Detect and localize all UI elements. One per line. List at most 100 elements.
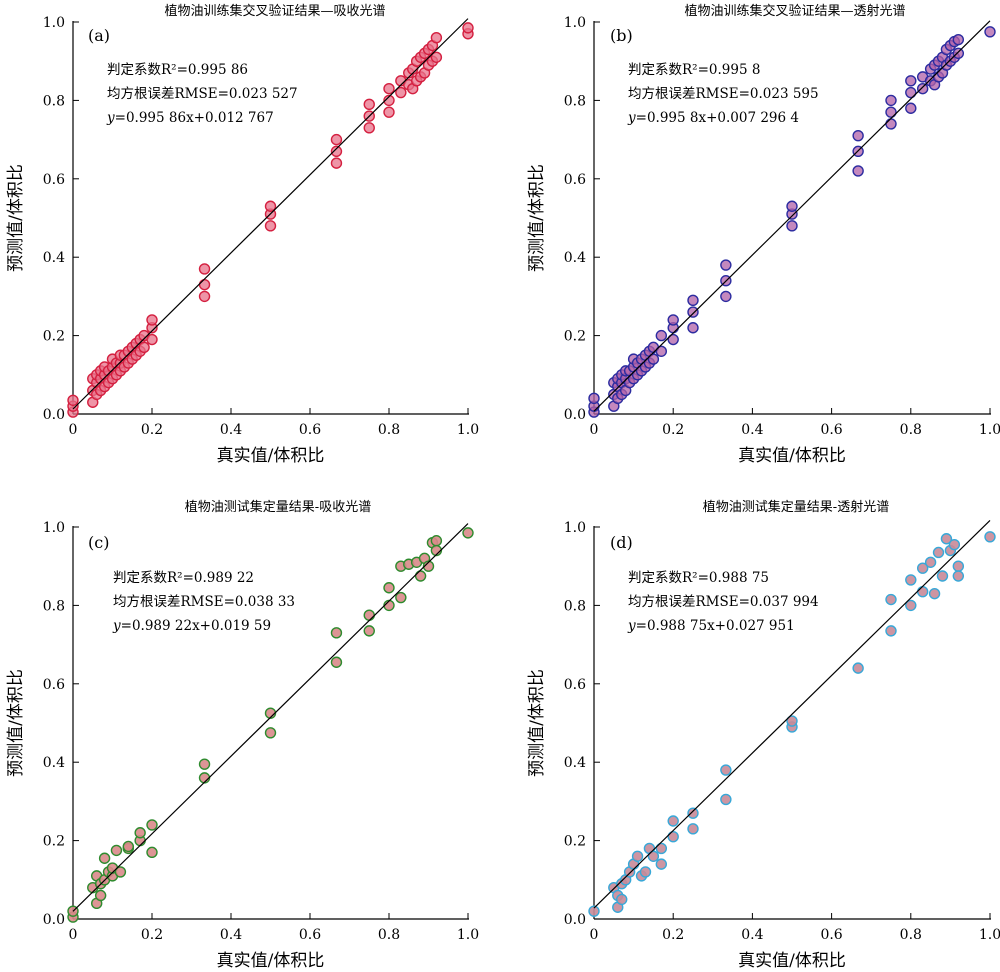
r2-value: 0.995 8 [709,62,761,78]
y-axis-label: 预测值/体积比 [6,669,26,777]
rmse-label: 均方根误差RMSE= [628,594,750,610]
data-point [588,905,600,917]
rmse-stat: 均方根误差RMSE=0.023 527 [107,86,298,102]
data-point [948,538,961,551]
y-tick-label: 0.2 [43,834,65,850]
data-point [720,259,732,271]
r2-stat: 判定系数R²=0.995 8 [628,62,760,78]
data-point [852,165,864,177]
data-point [430,31,443,44]
fit-line [72,523,469,912]
x-tick-label: 0 [69,422,78,438]
chart-panel-c: 植物油测试集定量结果-吸收光谱 0 0.2 0.4 0.6 0.8 1.0 0.0 0.2 0.4… [6,499,479,971]
data-point [720,793,732,806]
data-point [146,314,158,326]
data-point [687,306,699,318]
data-point [687,807,699,819]
fit-line [593,520,991,909]
chart-title: 植物油训练集交叉验证结果—透射光谱 [684,3,905,19]
data-point [852,129,864,142]
y-tick-label: 0.8 [564,93,586,109]
data-point [647,850,660,862]
x-tick-label: 0.2 [141,422,163,438]
data-point [940,533,953,545]
x-tick-label: 0.2 [662,927,684,943]
y-tick-label: 0.0 [564,912,586,928]
data-point [146,819,158,831]
data-point [138,341,150,354]
data-point [383,94,395,107]
y-tick-label: 0.2 [564,329,586,345]
data-point [264,200,277,212]
panel-label: (b) [610,26,633,45]
chart-panel-d: 植物油测试集定量结果-透射光谱 0 0.2 0.4 0.6 0.8 1.0 0.0 0.2 0.4… [527,499,1000,971]
data-point [363,625,375,637]
data-point [198,263,211,275]
data-points [67,527,474,923]
data-point [786,715,798,727]
fit-line [593,20,991,412]
data-point [264,220,277,232]
data-point [134,827,146,839]
y-axis-label: 预测值/体积比 [527,669,547,777]
r2-stat: 判定系数R²=0.989 22 [113,570,254,586]
data-point [67,394,79,406]
rmse-stat: 均方根误差RMSE=0.037 994 [628,594,819,610]
x-tick-label: 0.6 [299,422,321,438]
data-point [363,98,375,111]
data-point [114,866,127,878]
y-tick-label: 1.0 [43,15,65,31]
x-tick-label: 0.6 [820,927,842,943]
x-tick-label: 0 [590,422,599,438]
r2-value: 0.988 75 [709,570,769,586]
data-point [687,294,699,307]
x-tick-label: 0.2 [141,927,163,943]
data-point [885,106,897,118]
data-point [885,94,897,107]
x-axis-label: 真实值/体积比 [217,951,325,971]
data-point [383,82,395,95]
data-point [330,145,343,158]
data-point [647,353,660,365]
rmse-stat: 均方根误差RMSE=0.038 33 [113,594,295,610]
data-point [94,889,107,902]
data-point [786,200,798,212]
data-point [905,574,917,586]
data-point [330,656,343,668]
data-point [720,290,732,303]
data-point [885,118,897,130]
rmse-value: 0.037 994 [750,594,819,610]
data-point [122,840,135,853]
y-tick-label: 0.6 [43,677,65,693]
chart-title: 植物油测试集定量结果-透射光谱 [703,499,889,515]
data-point [588,392,600,405]
data-point [952,560,965,572]
y-axis-label: 预测值/体积比 [6,164,26,272]
data-point [422,560,435,572]
y-tick-label: 0.6 [564,677,586,693]
data-point [667,815,679,827]
data-points [588,26,996,418]
x-tick-label: 0.2 [662,422,684,438]
x-tick-label: 0.4 [741,927,763,943]
data-point [395,591,407,604]
regression-equation: y=0.995 86x+0.012 767 [106,110,274,126]
chart-panel-b: 植物油训练集交叉验证结果—透射光谱 0 0.2 0.4 0.6 0.8 1.0 0.0 0.2 0… [527,3,1000,466]
data-point [667,314,679,326]
regression-equation: y=0.995 8x+0.007 296 4 [627,110,799,126]
data-point [430,535,443,547]
rmse-stat: 均方根误差RMSE=0.023 595 [628,86,819,102]
data-point [462,527,474,539]
data-point [655,329,668,342]
x-tick-label: 0.4 [741,422,763,438]
data-point [264,727,277,739]
r2-value: 0.989 22 [194,570,254,586]
data-point [462,22,474,34]
data-point [905,75,917,87]
data-point [639,866,652,878]
x-tick-label: 0.6 [820,422,842,438]
x-tick-label: 1.0 [457,422,479,438]
x-tick-label: 0.8 [378,422,400,438]
x-tick-label: 0.4 [220,927,242,943]
panel-label: (d) [610,533,633,552]
